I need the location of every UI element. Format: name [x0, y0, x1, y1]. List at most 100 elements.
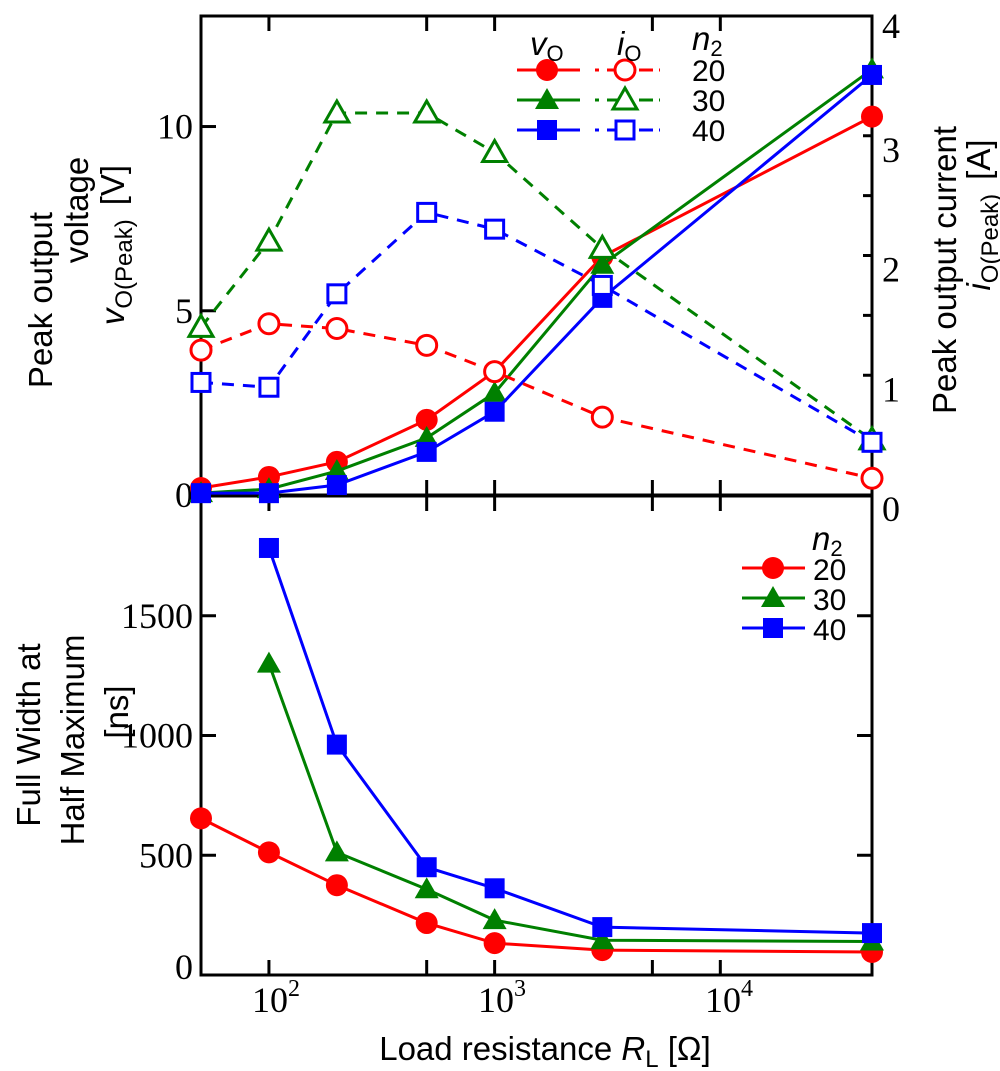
top-series-vO-20-point-6 — [861, 105, 883, 128]
x-tick-label-1000: 103 — [478, 976, 526, 1020]
top-series-vO-20-point-3 — [415, 408, 438, 431]
top-series-vO-40-point-3 — [416, 441, 437, 462]
bottom-series-40-point-0 — [258, 537, 279, 558]
top-series-vO-40-line — [201, 73, 873, 495]
top-series-vO-30-line — [200, 68, 873, 495]
top-series-vO-40-point-2 — [326, 475, 347, 496]
legend-bottom-title: n2 — [812, 520, 843, 561]
legend-top-io-marker-2 — [614, 119, 636, 141]
legend-top-vo-marker-2 — [537, 120, 557, 140]
legend-n2-var: n — [692, 20, 710, 57]
bottom-series-30-line — [267, 663, 873, 943]
legend-bottom-marker-1 — [761, 586, 785, 607]
legend-top-row-40: 40 — [692, 115, 725, 148]
bottom-series-20-point-1 — [257, 841, 280, 864]
top-series-vO-30-point-3 — [414, 425, 439, 447]
y-right-tick-label-4: 4 — [882, 6, 900, 46]
top-series-iO-20-point-2 — [325, 317, 349, 341]
bottom-series-30-point-1 — [324, 840, 349, 862]
top-series-iO-40-point-3 — [416, 201, 438, 223]
top-series-iO-20-point-1 — [257, 312, 281, 336]
legend-vo-var: v — [530, 25, 549, 62]
top-series-iO-20-point-0 — [189, 338, 213, 362]
legend-header-n2: n2 — [692, 20, 723, 61]
y-right-label-line1: Peak output current — [926, 126, 963, 414]
top-series-vO-30-point-4 — [482, 380, 507, 402]
legend-bottom-n-sub: 2 — [830, 536, 842, 561]
legend-n2-sub: 2 — [710, 36, 722, 61]
bottom-series-20-point-4 — [483, 932, 506, 955]
top-series-iO-20-point-4 — [483, 360, 507, 384]
top-series-iO-20-line — [200, 322, 873, 480]
legend-bottom-marker-0 — [762, 557, 784, 579]
y-right-sub: O(Peak) — [977, 194, 1000, 283]
y-left-unit: [V] — [94, 165, 131, 205]
top-series-iO-30-point-4 — [480, 137, 510, 164]
bottom-series-40-point-1 — [326, 734, 347, 755]
bottom-series-40-line — [267, 547, 873, 935]
top-series-iO-30-point-5 — [587, 233, 617, 259]
top-series-iO-30-point-3 — [412, 97, 442, 124]
y-bottom-tick-label-1000: 1000 — [121, 716, 193, 756]
bottom-series-40-point-3 — [484, 878, 505, 899]
bottom-series-40-point-5 — [862, 923, 882, 944]
top-series-iO-30-point-0 — [186, 312, 216, 338]
bottom-series-40-point-2 — [416, 857, 437, 878]
x-tick-label-10000: 104 — [705, 976, 753, 1020]
top-series-iO-40-point-6 — [861, 431, 883, 453]
x-tick-label-100: 102 — [252, 976, 300, 1020]
legend-header-io: iO — [617, 25, 641, 66]
bottom-series-30-point-0 — [256, 651, 281, 673]
y-right-tick-label-3: 3 — [882, 130, 900, 170]
top-series-vO-30-point-5 — [590, 252, 615, 274]
legend-top-io-marker-1 — [610, 84, 640, 111]
top-series-iO-20-point-5 — [590, 405, 614, 429]
y-bottom-label-line1: Full Width at — [10, 643, 47, 826]
legend-header-vo: vO — [530, 25, 564, 66]
legend-bottom-n-var: n — [812, 520, 830, 557]
legend-bottom-row-40: 40 — [813, 614, 846, 647]
bottom-series-20-point-0 — [190, 807, 212, 830]
bottom-series-20-point-2 — [325, 874, 348, 897]
bottom-series-30-point-2 — [414, 877, 439, 899]
y-right-unit: [A] — [960, 139, 997, 179]
top-series-iO-40-point-0 — [190, 371, 212, 393]
top-series-vO-40-point-0 — [191, 483, 211, 504]
top-series-iO-30-line — [199, 111, 873, 442]
y-left-label-line1: Peak output — [22, 212, 59, 388]
legend-bottom-marker-2 — [763, 618, 783, 638]
top-plot-frame — [199, 14, 874, 497]
y-bottom-tick-label-0: 0 — [175, 947, 193, 987]
legend-top-row-30: 30 — [692, 85, 725, 118]
legend-top-row-20: 20 — [692, 55, 725, 88]
y-right-tick-label-0: 0 — [882, 489, 900, 529]
y-left-sub: O(Peak) — [111, 219, 138, 308]
y-bottom-label-line2: Half Maximum — [54, 635, 91, 846]
top-series-iO-40-point-4 — [484, 218, 506, 240]
y-left-tick-label-0: 0 — [175, 475, 193, 515]
bottom-series-40-point-4 — [592, 917, 613, 938]
bottom-series-20-point-3 — [415, 912, 438, 935]
top-series-iO-30-point-1 — [254, 226, 284, 252]
top-series-iO-20-point-6 — [860, 466, 884, 490]
y-left-var: v — [94, 306, 131, 325]
legend-top-vo-marker-1 — [535, 88, 559, 109]
top-series-iO-40-point-5 — [591, 274, 613, 296]
y-right-var: i — [960, 282, 997, 291]
y-left-label-line2: voltage — [58, 157, 95, 263]
legend-io-sub: O — [624, 41, 641, 66]
top-series-iO-30-point-2 — [322, 97, 352, 124]
bottom-series-30-point-3 — [482, 908, 507, 930]
legend-bottom-row-30: 30 — [813, 584, 846, 617]
top-series-vO-40-point-1 — [258, 483, 279, 504]
top-series-iO-20-point-3 — [415, 333, 439, 357]
y-bottom-tick-label-1500: 1500 — [121, 596, 193, 636]
top-series-vO-20-point-1 — [257, 465, 280, 488]
y-left-label-line3: vO(Peak) [V] — [94, 165, 138, 325]
top-series-vO-40-point-6 — [862, 64, 882, 85]
top-series-vO-30-point-2 — [324, 459, 349, 481]
legend-top-vo-marker-0 — [536, 59, 558, 81]
y-left-tick-label-5: 5 — [175, 291, 193, 331]
